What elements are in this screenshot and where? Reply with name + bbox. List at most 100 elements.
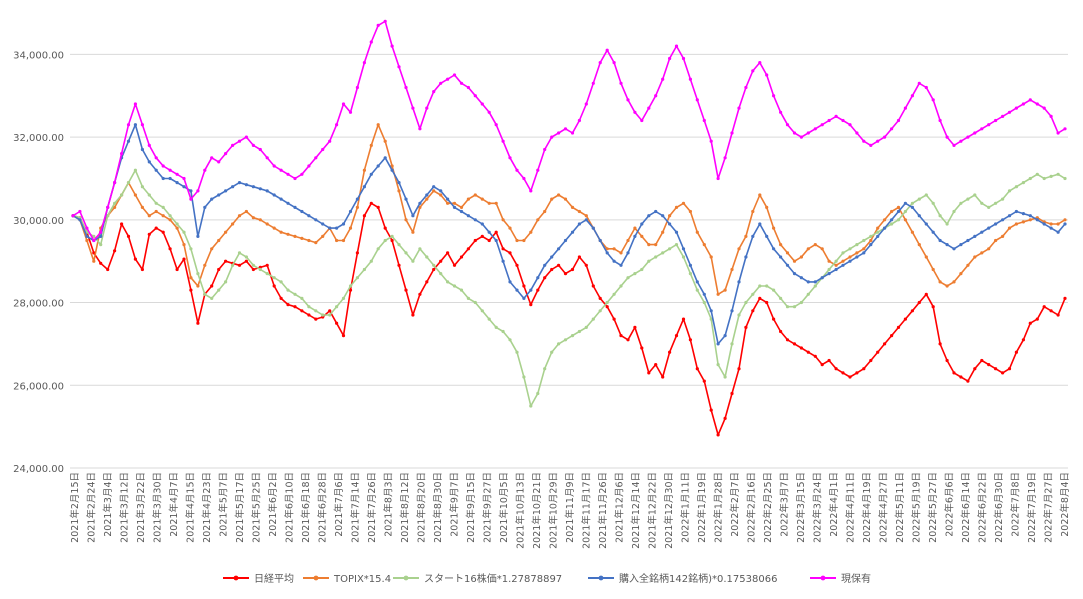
- data-point: [369, 201, 373, 205]
- data-point: [1063, 296, 1067, 300]
- data-point: [674, 230, 679, 234]
- x-tick-label: 2021年8月3日: [383, 472, 395, 537]
- data-point: [543, 263, 547, 267]
- data-point: [966, 238, 970, 243]
- data-point: [1001, 197, 1005, 201]
- data-point: [584, 263, 588, 267]
- data-point: [570, 131, 575, 135]
- data-point: [792, 272, 797, 276]
- legend: 日経平均 TOPIX*15.4 スタート16株価*1.27878897 購入全銘柄14…: [223, 572, 871, 585]
- data-point: [418, 201, 422, 205]
- data-point: [189, 247, 193, 251]
- data-point: [265, 189, 269, 193]
- legend-label: 日経平均: [254, 572, 294, 585]
- data-point: [168, 168, 172, 172]
- x-tick-label: 2022年8月4日: [1059, 472, 1071, 537]
- series-0: [71, 201, 1067, 437]
- data-point: [99, 243, 103, 247]
- data-point: [674, 243, 679, 247]
- data-point: [640, 346, 644, 350]
- y-tick-label: 28,000.00: [13, 299, 64, 310]
- data-point: [487, 238, 491, 243]
- data-point: [113, 201, 117, 205]
- data-point: [959, 375, 963, 379]
- data-point: [654, 255, 658, 259]
- data-point: [210, 284, 214, 288]
- data-point: [362, 61, 366, 65]
- data-point: [1063, 176, 1067, 181]
- data-point: [758, 193, 762, 197]
- data-point: [1001, 234, 1005, 238]
- x-tick-label: 2022年1月19日: [696, 472, 708, 543]
- data-point: [758, 61, 762, 65]
- data-point: [224, 152, 228, 156]
- data-point: [376, 247, 380, 251]
- data-point: [910, 309, 915, 313]
- data-point: [695, 288, 699, 292]
- data-point: [681, 247, 686, 251]
- data-point: [751, 292, 755, 296]
- data-point: [432, 263, 436, 267]
- data-point: [1028, 176, 1032, 181]
- x-tick-label: 2022年2月16日: [746, 472, 758, 543]
- data-point: [383, 19, 387, 23]
- data-point: [890, 218, 894, 222]
- data-point: [931, 305, 935, 309]
- x-tick-label: 2022年1月11日: [680, 472, 692, 543]
- data-point: [890, 334, 894, 338]
- data-point: [924, 85, 928, 90]
- data-point: [355, 251, 359, 255]
- data-point: [688, 209, 693, 214]
- data-point: [869, 358, 873, 363]
- data-point: [446, 251, 450, 255]
- data-point: [328, 226, 332, 230]
- data-point: [1063, 222, 1067, 226]
- data-point: [126, 139, 131, 143]
- data-point: [272, 226, 276, 230]
- series-4: [71, 19, 1067, 243]
- data-point: [113, 249, 117, 253]
- data-point: [314, 156, 318, 160]
- x-tick-label: 2021年6月18日: [300, 472, 312, 543]
- data-point: [813, 354, 817, 358]
- data-point: [397, 243, 401, 247]
- data-point: [1056, 313, 1060, 317]
- data-point: [1007, 367, 1012, 371]
- data-point: [286, 303, 290, 307]
- data-point: [411, 259, 415, 263]
- data-point: [508, 338, 512, 342]
- data-point: [688, 263, 693, 267]
- data-point: [661, 214, 665, 218]
- data-point: [432, 267, 436, 272]
- data-point: [383, 139, 387, 143]
- data-point: [869, 143, 873, 147]
- data-point: [862, 251, 866, 255]
- x-tick-label: 2022年3月15日: [795, 472, 807, 543]
- data-point: [1021, 338, 1025, 342]
- data-point: [758, 222, 762, 226]
- data-point: [785, 123, 790, 127]
- data-point: [1014, 350, 1019, 354]
- x-tick-label: 2021年9月7日: [449, 472, 461, 537]
- data-point: [661, 375, 665, 379]
- data-point: [945, 243, 949, 247]
- data-point: [307, 238, 311, 243]
- data-point: [85, 234, 89, 238]
- data-point: [341, 222, 346, 226]
- x-tick-label: 2021年4月7日: [168, 472, 180, 537]
- data-point: [841, 118, 845, 123]
- data-point: [369, 172, 373, 176]
- data-point: [355, 197, 359, 201]
- data-point: [938, 280, 942, 284]
- data-point: [903, 218, 908, 222]
- data-point: [945, 358, 949, 363]
- data-point: [99, 230, 103, 234]
- data-point: [272, 164, 276, 168]
- data-point: [140, 147, 144, 152]
- data-point: [820, 247, 824, 251]
- x-tick-label: 2022年3月24日: [812, 472, 824, 543]
- data-point: [328, 313, 332, 317]
- data-point: [557, 131, 561, 135]
- legend-item: 購入全銘柄142銘柄)*0.17538066: [588, 572, 777, 585]
- data-point: [862, 247, 866, 251]
